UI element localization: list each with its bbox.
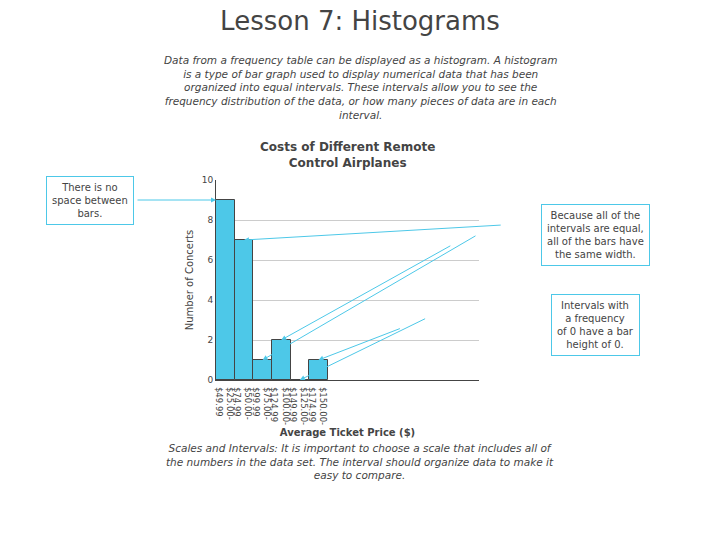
svg-text:$100.00-$124.99: $100.00-$124.99	[269, 387, 290, 425]
svg-text:4: 4	[207, 295, 213, 305]
svg-text:Scales and Intervals: It is im: Scales and Intervals: It is important to…	[166, 442, 554, 481]
svg-text:$25.00-$49.99: $25.00-$49.99	[214, 387, 235, 420]
svg-text:0: 0	[207, 375, 213, 385]
svg-text:8: 8	[207, 215, 213, 225]
svg-text:Data from a frequency table ca: Data from a frequency table can be displ…	[164, 54, 557, 121]
svg-text:$75.00-$99.99: $75.00-$99.99	[251, 387, 272, 420]
svg-text:Because all of theintervals ar: Because all of theintervals are equal,al…	[547, 210, 644, 260]
svg-text:Intervals witha frequencyof 0: Intervals witha frequencyof 0 have a bar…	[557, 300, 634, 350]
svg-text:Number of Concerts: Number of Concerts	[184, 230, 195, 331]
svg-text:Costs of Different RemoteContr: Costs of Different RemoteControl Airplan…	[260, 140, 435, 170]
svg-text:10: 10	[202, 175, 214, 185]
svg-text:There is nospace betweenbars.: There is nospace betweenbars.	[52, 182, 128, 219]
svg-text:2: 2	[207, 335, 213, 345]
svg-text:6: 6	[207, 255, 213, 265]
svg-text:$125.00-$149.99: $125.00-$149.99	[288, 387, 309, 425]
svg-text:Average Ticket Price ($): Average Ticket Price ($)	[280, 427, 415, 438]
svg-text:Lesson 7: Histograms: Lesson 7: Histograms	[220, 6, 500, 36]
svg-text:$150.00-$174.99: $150.00-$174.99	[307, 387, 328, 425]
svg-text:$50.00-$74.99: $50.00-$74.99	[232, 387, 253, 420]
